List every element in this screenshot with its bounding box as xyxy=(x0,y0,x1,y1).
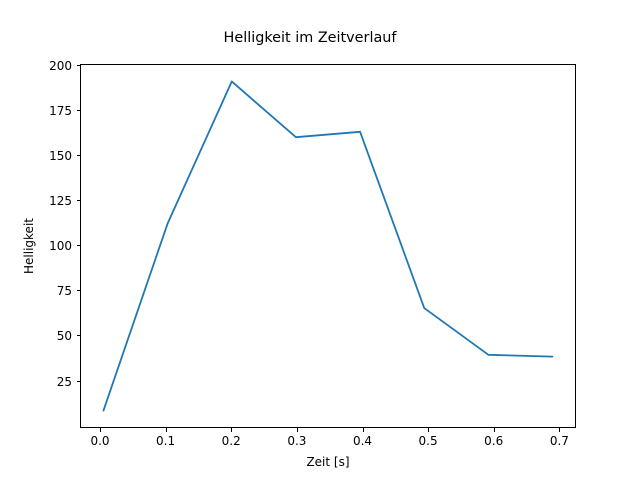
y-axis-label: Helligkeit xyxy=(22,218,36,274)
x-tick-mark xyxy=(428,428,430,432)
y-tick-label: 50 xyxy=(56,329,72,344)
x-tick-label: 0.4 xyxy=(352,434,373,448)
line-series-svg xyxy=(102,80,554,412)
y-tick-label: 100 xyxy=(49,239,72,254)
x-tick-label: 0.2 xyxy=(221,434,241,448)
x-axis-label: Zeit [s] xyxy=(306,455,350,469)
x-tick-mark xyxy=(296,428,298,432)
x-tick-mark xyxy=(493,428,495,432)
x-tick-label: 0.1 xyxy=(156,434,176,448)
x-tick-mark xyxy=(559,428,561,432)
x-tick-label: 0.7 xyxy=(549,434,569,448)
y-tick-mark xyxy=(76,200,80,201)
plot-axes-area xyxy=(80,64,576,428)
data-line-helligkeit xyxy=(102,80,554,412)
y-tick-mark xyxy=(76,64,80,66)
y-tick-mark xyxy=(76,380,80,382)
y-tick-mark xyxy=(76,154,80,156)
y-tick-mark xyxy=(76,109,80,111)
y-tick-label: 200 xyxy=(49,58,72,73)
x-tick-label: 0.3 xyxy=(287,434,307,448)
y-tick-label: 150 xyxy=(49,148,72,163)
x-tick-label: 0.0 xyxy=(90,434,110,448)
y-tick-mark xyxy=(76,245,80,247)
y-tick-label: 175 xyxy=(49,103,72,118)
x-tick-label: 0.6 xyxy=(484,434,504,448)
chart-title: Helligkeit im Zeitverlauf xyxy=(0,30,640,46)
chart-title-text: Helligkeit im Zeitverlauf xyxy=(223,30,397,46)
x-tick-mark xyxy=(231,428,233,432)
y-tick-label: 75 xyxy=(56,284,72,299)
x-tick-mark xyxy=(362,428,364,432)
x-tick-mark xyxy=(100,428,101,432)
y-tick-label: 25 xyxy=(56,374,72,389)
y-tick-mark xyxy=(76,290,80,292)
x-tick-mark xyxy=(165,428,167,432)
x-tick-label: 0.5 xyxy=(418,434,438,448)
y-tick-mark xyxy=(76,335,80,337)
y-tick-label: 125 xyxy=(49,194,72,208)
